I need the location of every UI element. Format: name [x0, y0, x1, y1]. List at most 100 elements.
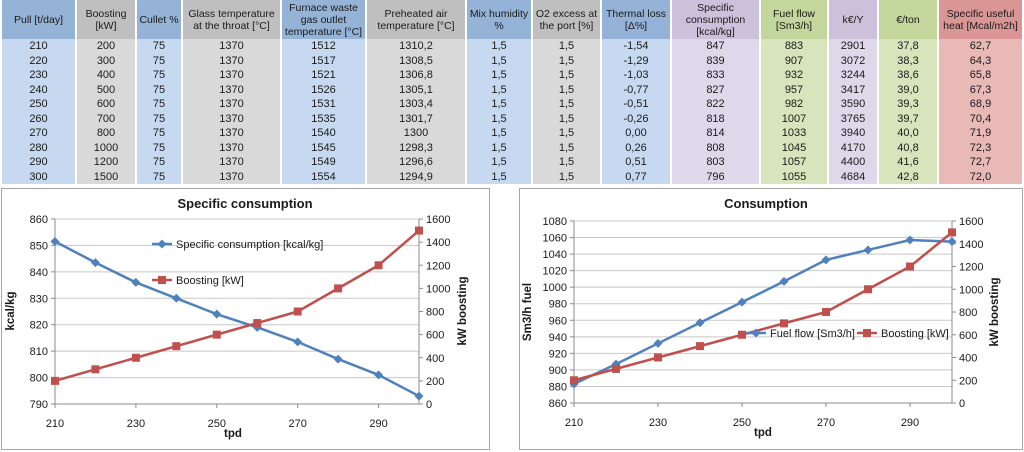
- table-cell[interactable]: 796: [672, 169, 759, 184]
- table-cell[interactable]: 75: [137, 169, 181, 184]
- table-cell[interactable]: 290: [2, 155, 75, 170]
- table-cell[interactable]: 4400: [829, 155, 877, 170]
- table-cell[interactable]: 1057: [761, 155, 827, 170]
- column-header[interactable]: Preheated air temperature [°C]: [367, 0, 465, 39]
- table-cell[interactable]: 1,5: [467, 82, 531, 97]
- table-cell[interactable]: 1296,6: [367, 155, 465, 170]
- table-cell[interactable]: 62,7: [939, 39, 1022, 54]
- table-cell[interactable]: 1531: [282, 97, 365, 112]
- table-cell[interactable]: 70,4: [939, 111, 1022, 126]
- table-cell[interactable]: 75: [137, 111, 181, 126]
- table-cell[interactable]: 1298,3: [367, 140, 465, 155]
- table-cell[interactable]: 4684: [829, 169, 877, 184]
- table-cell[interactable]: 1055: [761, 169, 827, 184]
- table-cell[interactable]: 280: [2, 140, 75, 155]
- table-cell[interactable]: 1,5: [533, 126, 600, 141]
- column-header[interactable]: Fuel flow [Sm3/h]: [761, 0, 827, 39]
- table-cell[interactable]: 39,3: [879, 97, 937, 112]
- table-cell[interactable]: 65,8: [939, 68, 1022, 83]
- table-cell[interactable]: 72,3: [939, 140, 1022, 155]
- table-cell[interactable]: 1545: [282, 140, 365, 155]
- table-cell[interactable]: 500: [77, 82, 135, 97]
- column-header[interactable]: O2 excess at the port [%]: [533, 0, 600, 39]
- table-cell[interactable]: 3244: [829, 68, 877, 83]
- table-cell[interactable]: 72,7: [939, 155, 1022, 170]
- table-cell[interactable]: 1,5: [467, 169, 531, 184]
- table-cell[interactable]: 600: [77, 97, 135, 112]
- table-cell[interactable]: 907: [761, 53, 827, 68]
- table-cell[interactable]: 1045: [761, 140, 827, 155]
- table-cell[interactable]: 800: [77, 126, 135, 141]
- table-cell[interactable]: 0,00: [602, 126, 670, 141]
- table-cell[interactable]: 300: [2, 169, 75, 184]
- table-cell[interactable]: 1517: [282, 53, 365, 68]
- column-header[interactable]: Pull [t/day]: [2, 0, 75, 39]
- table-cell[interactable]: 75: [137, 82, 181, 97]
- table-cell[interactable]: 932: [761, 68, 827, 83]
- table-cell[interactable]: 1301,7: [367, 111, 465, 126]
- table-cell[interactable]: 37,8: [879, 39, 937, 54]
- table-cell[interactable]: 700: [77, 111, 135, 126]
- table-cell[interactable]: 839: [672, 53, 759, 68]
- table-cell[interactable]: 1370: [183, 53, 280, 68]
- table-cell[interactable]: 3072: [829, 53, 877, 68]
- table-cell[interactable]: 400: [77, 68, 135, 83]
- table-cell[interactable]: 1308,5: [367, 53, 465, 68]
- table-cell[interactable]: 3417: [829, 82, 877, 97]
- table-cell[interactable]: 1,5: [533, 155, 600, 170]
- table-cell[interactable]: 39,7: [879, 111, 937, 126]
- table-cell[interactable]: 39,0: [879, 82, 937, 97]
- table-cell[interactable]: 1,5: [467, 97, 531, 112]
- table-cell[interactable]: 1310,2: [367, 39, 465, 54]
- table-cell[interactable]: 1,5: [467, 53, 531, 68]
- table-cell[interactable]: 1,5: [533, 53, 600, 68]
- table-cell[interactable]: -1,54: [602, 39, 670, 54]
- table-cell[interactable]: 1554: [282, 169, 365, 184]
- column-header[interactable]: Boosting [kW]: [77, 0, 135, 39]
- table-cell[interactable]: 71,9: [939, 126, 1022, 141]
- table-cell[interactable]: 827: [672, 82, 759, 97]
- table-cell[interactable]: 982: [761, 97, 827, 112]
- table-cell[interactable]: 75: [137, 97, 181, 112]
- table-cell[interactable]: 818: [672, 111, 759, 126]
- table-cell[interactable]: 1303,4: [367, 97, 465, 112]
- table-cell[interactable]: 250: [2, 97, 75, 112]
- column-header[interactable]: Specific useful heat [Mcal/m2h]: [939, 0, 1022, 39]
- table-cell[interactable]: 41,6: [879, 155, 937, 170]
- table-cell[interactable]: 1,5: [533, 97, 600, 112]
- table-cell[interactable]: -1,29: [602, 53, 670, 68]
- table-cell[interactable]: 1,5: [533, 39, 600, 54]
- table-cell[interactable]: 847: [672, 39, 759, 54]
- table-cell[interactable]: 42,8: [879, 169, 937, 184]
- table-cell[interactable]: 1370: [183, 39, 280, 54]
- table-cell[interactable]: 300: [77, 53, 135, 68]
- table-cell[interactable]: 1,5: [467, 126, 531, 141]
- table-cell[interactable]: 1200: [77, 155, 135, 170]
- table-cell[interactable]: 1033: [761, 126, 827, 141]
- table-cell[interactable]: 1305,1: [367, 82, 465, 97]
- table-cell[interactable]: -0,26: [602, 111, 670, 126]
- column-header[interactable]: Specific consumption [kcal/kg]: [672, 0, 759, 39]
- table-cell[interactable]: 1526: [282, 82, 365, 97]
- table-cell[interactable]: 1,5: [467, 39, 531, 54]
- table-cell[interactable]: 1370: [183, 126, 280, 141]
- table-cell[interactable]: 1540: [282, 126, 365, 141]
- column-header[interactable]: Thermal loss [Δ%]: [602, 0, 670, 39]
- table-cell[interactable]: 3940: [829, 126, 877, 141]
- column-header[interactable]: Furnace waste gas outlet temperature [°C…: [282, 0, 365, 39]
- table-cell[interactable]: -1,03: [602, 68, 670, 83]
- table-cell[interactable]: 1370: [183, 111, 280, 126]
- table-cell[interactable]: 1370: [183, 169, 280, 184]
- table-cell[interactable]: 1370: [183, 155, 280, 170]
- table-cell[interactable]: 3765: [829, 111, 877, 126]
- table-cell[interactable]: 1512: [282, 39, 365, 54]
- table-cell[interactable]: 75: [137, 126, 181, 141]
- table-cell[interactable]: 833: [672, 68, 759, 83]
- table-cell[interactable]: 822: [672, 97, 759, 112]
- table-cell[interactable]: 1000: [77, 140, 135, 155]
- table-cell[interactable]: 1,5: [533, 169, 600, 184]
- table-cell[interactable]: 1,5: [533, 111, 600, 126]
- table-cell[interactable]: 1,5: [467, 140, 531, 155]
- table-cell[interactable]: 40,8: [879, 140, 937, 155]
- table-cell[interactable]: 240: [2, 82, 75, 97]
